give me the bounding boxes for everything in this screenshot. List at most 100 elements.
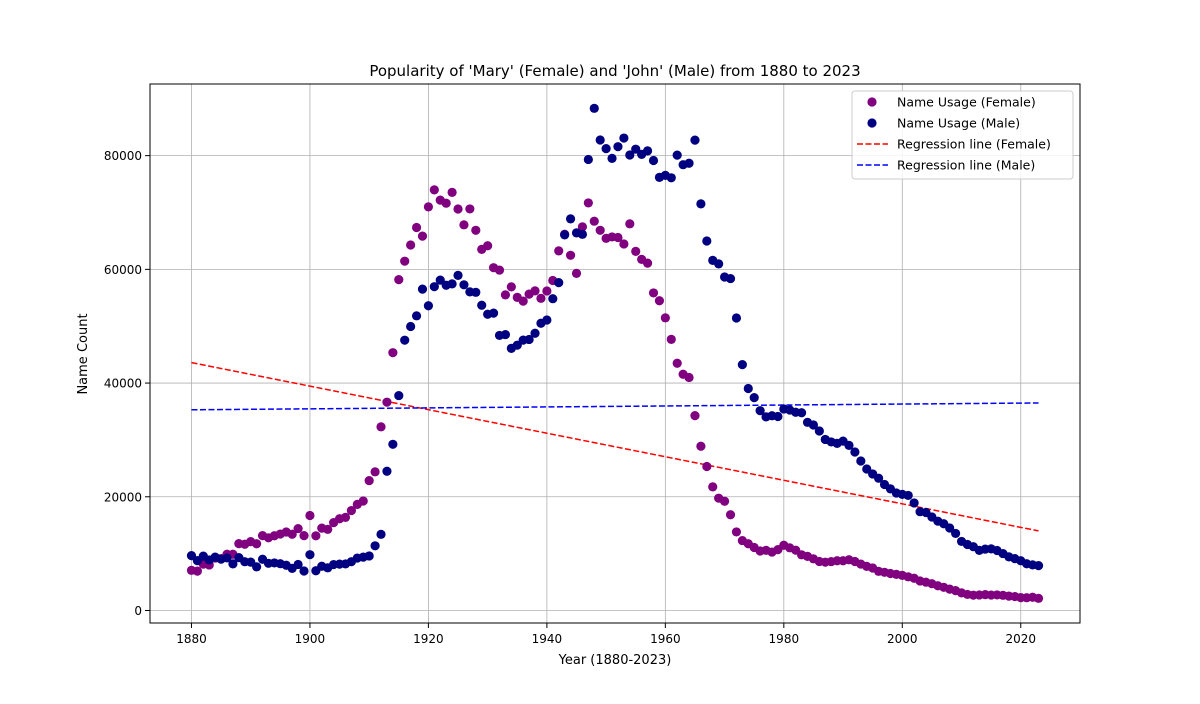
data-point-male <box>577 229 588 239</box>
data-point-male <box>293 559 303 570</box>
data-point-female <box>388 348 398 358</box>
data-point-female <box>542 286 552 296</box>
data-point-male <box>773 411 783 422</box>
legend-label-regression-female: Regression line (Female) <box>897 137 1051 152</box>
data-point-female <box>571 268 582 279</box>
data-point-female <box>500 290 511 300</box>
data-point-male <box>477 300 487 310</box>
data-point-male <box>725 273 736 284</box>
data-point-male <box>951 528 961 539</box>
data-point-female <box>429 185 439 195</box>
data-point-female <box>731 527 742 537</box>
data-point-male <box>625 150 635 160</box>
legend-marker-usage-male <box>867 118 877 128</box>
x-axis-label: Year (1880-2023) <box>558 653 672 668</box>
data-point-male <box>690 135 700 145</box>
data-point-female <box>453 204 463 214</box>
data-point-male <box>370 541 380 551</box>
y-tick-label: 60000 <box>104 263 142 277</box>
data-point-male <box>471 287 481 297</box>
data-point-male <box>429 282 439 292</box>
data-point-male <box>583 154 593 165</box>
data-point-female <box>305 510 315 521</box>
data-point-female <box>483 241 493 251</box>
data-point-female <box>406 240 416 250</box>
data-point-male <box>844 440 854 450</box>
x-tick-label: 1940 <box>532 632 563 646</box>
data-point-female <box>376 422 386 432</box>
data-point-female <box>287 529 297 539</box>
data-point-male <box>755 406 765 416</box>
data-point-female <box>370 467 380 477</box>
data-point-male <box>222 553 232 563</box>
x-axis-ticks: 1880 1900 1920 1940 1960 1980 2000 2020 <box>176 623 1036 646</box>
data-point-female <box>465 204 475 214</box>
data-point-female <box>696 441 706 451</box>
data-point-male <box>642 146 653 156</box>
data-point-male <box>548 294 558 304</box>
legend-label-regression-male: Regression line (Male) <box>897 158 1035 173</box>
data-point-male <box>459 280 469 290</box>
data-point-female <box>583 198 593 208</box>
data-point-male <box>382 466 392 476</box>
data-point-male <box>731 313 742 323</box>
data-point-male <box>252 562 262 572</box>
regression-line-female <box>191 361 1039 532</box>
y-tick-label: 40000 <box>104 377 142 391</box>
data-point-female <box>364 475 374 486</box>
data-point-female <box>648 288 659 298</box>
data-point-female <box>400 256 410 266</box>
x-tick-label: 1920 <box>413 632 444 646</box>
data-point-male <box>743 383 753 394</box>
data-point-male <box>376 529 386 539</box>
data-point-female <box>619 239 629 249</box>
data-point-male <box>945 523 955 533</box>
data-point-male <box>423 301 434 311</box>
y-axis-ticks: 0 20000 40000 60000 80000 <box>104 149 150 618</box>
y-tick-label: 0 <box>134 604 142 618</box>
data-point-male <box>500 329 511 340</box>
data-point-male <box>364 551 374 561</box>
data-point-female <box>394 275 404 285</box>
data-point-female <box>311 531 321 541</box>
data-point-male <box>565 214 576 224</box>
data-point-male <box>672 150 682 160</box>
data-point-male <box>524 334 534 345</box>
legend-label-usage-female: Name Usage (Female) <box>897 95 1036 110</box>
data-point-female <box>293 523 303 534</box>
data-point-female <box>577 222 588 232</box>
data-point-male <box>749 393 759 403</box>
data-point-female <box>323 524 333 534</box>
plot-area-frame <box>149 83 1081 624</box>
data-point-female <box>666 334 676 344</box>
data-point-male <box>530 328 540 338</box>
data-point-male <box>299 566 309 576</box>
data-point-female <box>565 250 576 260</box>
data-point-male <box>909 498 919 508</box>
data-point-male <box>595 135 605 145</box>
x-tick-label: 1880 <box>176 632 207 646</box>
data-point-female <box>719 496 730 506</box>
regression-layer <box>191 361 1039 532</box>
x-tick-label: 2020 <box>1005 632 1036 646</box>
data-point-male <box>714 259 724 269</box>
data-point-male <box>542 315 552 325</box>
data-point-male <box>613 142 623 152</box>
data-point-male <box>737 360 747 370</box>
data-point-female <box>382 397 392 407</box>
data-point-female <box>1033 593 1044 603</box>
data-point-female <box>595 225 605 235</box>
data-point-male <box>814 426 824 436</box>
data-point-male <box>666 173 676 183</box>
data-point-female <box>530 286 540 296</box>
data-point-male <box>808 420 819 430</box>
point-layer <box>186 103 1044 603</box>
data-point-male <box>702 236 712 246</box>
data-point-female <box>631 246 641 256</box>
data-point-male <box>601 144 611 154</box>
data-point-male <box>228 559 238 569</box>
data-point-female <box>346 505 357 516</box>
data-point-male <box>400 335 410 345</box>
